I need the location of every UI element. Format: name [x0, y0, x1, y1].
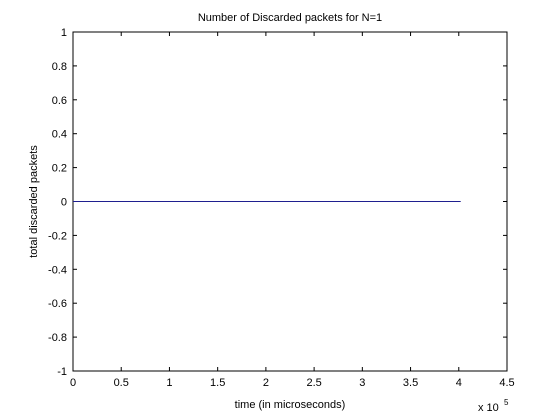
tick-labels: 0 0.5 1 1.5 2 2.5 3 3.5 4 4.5 -1 -0.8 -0.6 -0.4 -0.2 0 0… — [48, 27, 515, 389]
y-tick-label: -0.4 — [48, 264, 67, 276]
y-tick-label: 0.8 — [52, 61, 67, 73]
y-tick-label: -0.6 — [48, 298, 67, 310]
y-tick-label: -0.8 — [48, 332, 67, 344]
x-tick-label: 4 — [456, 377, 462, 389]
x-axis-label: time (in microseconds) — [235, 399, 346, 411]
y-tick-label: 0.6 — [52, 95, 67, 107]
x-tick-label: 1.5 — [210, 377, 225, 389]
x-axis-multiplier-exponent: 5 — [504, 398, 509, 407]
x-tick-label: 4.5 — [499, 377, 514, 389]
x-tick-label: 0 — [70, 377, 76, 389]
y-tick-label: 0.4 — [52, 129, 67, 141]
x-tick-label: 2.5 — [306, 377, 321, 389]
y-tick-label: -0.2 — [48, 230, 67, 242]
x-tick-label: 1 — [166, 377, 172, 389]
y-tick-label: 0.2 — [52, 163, 67, 175]
y-tick-label: -1 — [57, 366, 67, 378]
x-tick-label: 3 — [359, 377, 365, 389]
y-axis-label: total discarded packets — [28, 145, 40, 258]
y-tick-label: 0 — [61, 197, 67, 209]
x-axis-multiplier: x 10 — [478, 402, 499, 414]
x-tick-label: 3.5 — [403, 377, 418, 389]
chart-title: Number of Discarded packets for N=1 — [198, 12, 382, 24]
x-tick-label: 2 — [263, 377, 269, 389]
y-tick-label: 1 — [61, 27, 67, 39]
x-tick-label: 0.5 — [114, 377, 129, 389]
